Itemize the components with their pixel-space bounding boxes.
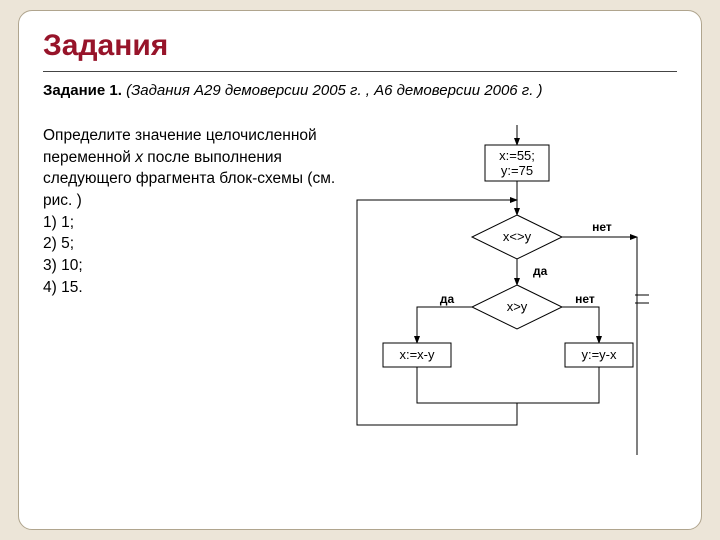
label-yes2: да bbox=[440, 292, 455, 306]
edge-cond2-yes bbox=[417, 307, 472, 343]
question-text: Определите значение целочисленной переме… bbox=[43, 125, 337, 465]
task-source: (Задания А29 демоверсии 2005 г. , А6 дем… bbox=[126, 82, 542, 99]
opt-2: 2) 5; bbox=[43, 235, 74, 252]
page-title: Задания bbox=[43, 29, 677, 63]
divider bbox=[43, 71, 677, 72]
label-no2: нет bbox=[575, 292, 595, 306]
content-panel: Задания Задание 1. (Задания А29 демоверс… bbox=[18, 10, 702, 530]
task-number: Задание 1. bbox=[43, 82, 122, 99]
opt-3: 3) 10; bbox=[43, 257, 83, 274]
task-subtitle: Задание 1. (Задания А29 демоверсии 2005 … bbox=[43, 82, 677, 99]
flowchart-svg: x:=55; y:=75 x<>y нет да x>y bbox=[337, 125, 677, 465]
edge-cond2-no bbox=[562, 307, 599, 343]
init-text1: x:=55; bbox=[499, 148, 535, 163]
q-var: x bbox=[135, 149, 143, 166]
cond2-text: x>y bbox=[507, 299, 528, 314]
flowchart: x:=55; y:=75 x<>y нет да x>y bbox=[337, 125, 677, 465]
content-body: Определите значение целочисленной переме… bbox=[43, 125, 677, 465]
op-right-text: y:=y-x bbox=[581, 347, 617, 362]
op-left-text: x:=x-y bbox=[399, 347, 435, 362]
label-no1: нет bbox=[592, 220, 612, 234]
label-yes1: да bbox=[533, 264, 548, 278]
opt-4: 4) 15. bbox=[43, 279, 83, 296]
opt-1: 1) 1; bbox=[43, 214, 74, 231]
cond1-text: x<>y bbox=[503, 229, 532, 244]
edge-opR-merge bbox=[517, 367, 599, 403]
init-text2: y:=75 bbox=[501, 163, 533, 178]
edge-opL-merge bbox=[417, 367, 517, 403]
